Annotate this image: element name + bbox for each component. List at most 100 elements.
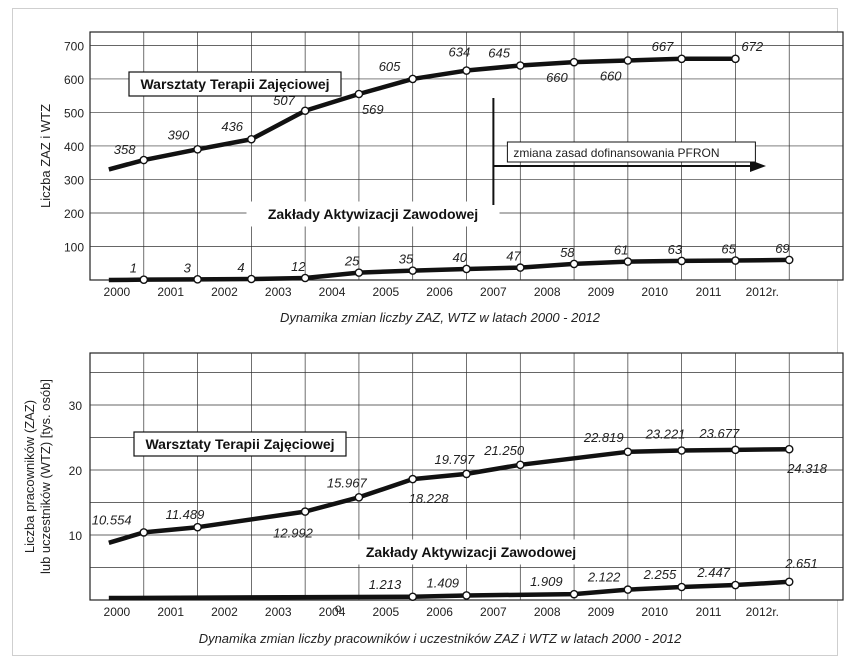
figure-frame: [12, 8, 838, 656]
top-wtz-point: [677, 54, 686, 64]
top-zaz-point: [623, 257, 633, 266]
top-zaz-data-label: 40: [453, 250, 468, 265]
bottom-zaz-data-label: 1.409: [427, 575, 460, 590]
bottom-zaz-legend-label: Zakłady Aktywizacji Zawodowej: [366, 544, 576, 560]
top-y-tick-label: 500: [64, 106, 84, 120]
top-wtz-data-label: 634: [449, 45, 471, 60]
bottom-wtz-point: [408, 474, 418, 484]
bottom-wtz-point: [677, 446, 686, 455]
top-x-tick-label: 2008: [534, 285, 561, 299]
bottom-x-tick-label: 2009: [588, 605, 615, 619]
bottom-wtz-data-label: 19.797: [435, 452, 476, 467]
pfron-note-label: zmiana zasad dofinansowania PFRON: [513, 146, 719, 160]
bottom-wtz-data-label: 24.318: [786, 461, 828, 476]
top-x-tick-label: 2004: [319, 285, 346, 299]
top-chart-caption: Dynamika zmian liczby ZAZ, WTZ w latach …: [280, 310, 601, 325]
bottom-zaz-data-label: 2.651: [784, 556, 818, 571]
bottom-wtz-point: [462, 469, 471, 479]
top-zaz-point: [300, 273, 310, 283]
top-zaz-point: [569, 259, 579, 269]
top-zaz-series-line: [108, 257, 790, 283]
bottom-zaz-point: [408, 592, 418, 602]
bottom-x-tick-label: 2000: [104, 605, 131, 619]
bottom-zaz-data-label: 1.909: [530, 574, 563, 589]
bottom-zaz-point: [784, 577, 794, 587]
top-zaz-point: [784, 255, 794, 265]
bottom-y-tick-label: 10: [69, 529, 83, 543]
bottom-chart-caption: Dynamika zmian liczby pracowników i ucze…: [199, 631, 682, 646]
top-zaz-point: [139, 275, 149, 284]
top-zaz-data-label: 61: [614, 243, 628, 258]
top-zaz-legend-box: [246, 201, 500, 227]
top-zaz-data-label: 3: [184, 260, 192, 275]
bottom-zaz-point: [569, 589, 579, 599]
bottom-zaz-series-line: [108, 579, 790, 601]
bottom-x-tick-label: 2011: [696, 605, 722, 619]
bottom-wtz-point: [354, 492, 364, 502]
bottom-wtz-data-label: 10.554: [92, 512, 132, 527]
bottom-wtz-legend-box: [133, 431, 347, 457]
top-zaz-point: [408, 266, 418, 275]
bottom-x-tick-label: 2012r.: [746, 605, 779, 619]
top-wtz-point: [300, 106, 310, 116]
bottom-wtz-data-label: 15.967: [327, 475, 368, 490]
top-y-axis-label: Liczba ZAZ i WTZ: [38, 104, 53, 208]
bottom-x-tick-label: 2004: [319, 605, 346, 619]
bottom-x-tick-label: 2003: [265, 605, 292, 619]
top-zaz-point: [731, 256, 740, 265]
top-x-tick-label: 2003: [265, 285, 292, 299]
bottom-y-axis-label-line2: lub uczestników (WTZ) [tys. osób]: [38, 379, 53, 574]
bottom-x-tick-label: 2002: [211, 605, 238, 619]
top-wtz-data-label: 390: [168, 127, 190, 142]
bottom-x-tick-label: 2007: [480, 605, 507, 619]
top-zaz-point: [462, 264, 471, 274]
top-wtz-point: [569, 57, 579, 67]
bottom-wtz-point: [731, 445, 740, 455]
top-wtz-point: [193, 144, 202, 154]
bottom-wtz-data-label: 12.992: [273, 526, 314, 541]
bottom-y-tick-label: 30: [69, 399, 83, 413]
top-zaz-legend-label: Zakłady Aktywizacji Zawodowej: [268, 206, 478, 222]
top-y-tick-label: 200: [64, 207, 84, 221]
top-zaz-data-label: 63: [668, 242, 683, 257]
top-x-tick-label: 2002: [211, 285, 238, 299]
top-wtz-legend-label: Warsztaty Terapii Zajęciowej: [140, 76, 329, 92]
top-x-tick-label: 2010: [641, 285, 668, 299]
top-wtz-data-label: 672: [741, 39, 763, 54]
top-zaz-data-label: 4: [237, 260, 244, 275]
top-wtz-point: [354, 89, 364, 99]
bottom-wtz-point: [784, 444, 794, 454]
top-zaz-data-label: 12: [291, 259, 306, 274]
top-wtz-data-label: 660: [600, 68, 622, 83]
top-y-tick-label: 600: [64, 73, 84, 87]
bottom-zaz-data-label: 2.255: [643, 567, 677, 582]
top-y-tick-label: 300: [64, 173, 84, 187]
pfron-arrow-head: [750, 160, 766, 172]
top-wtz-data-label: 667: [652, 39, 674, 54]
top-wtz-data-label: 645: [488, 46, 510, 61]
bottom-zaz-point: [623, 585, 633, 594]
top-x-tick-label: 2011: [696, 285, 722, 299]
top-y-tick-label: 700: [64, 39, 84, 53]
top-wtz-point: [247, 134, 256, 144]
top-zaz-data-label: 69: [775, 241, 789, 256]
bottom-y-tick-label: 20: [69, 464, 83, 478]
top-zaz-point: [515, 263, 525, 272]
top-chart: 100 200 300 400 500 600 700 2000 2001 2002 2003 200…: [38, 31, 844, 325]
bottom-zaz-point: [677, 582, 686, 592]
pfron-note-box: [506, 141, 756, 163]
bottom-zaz-data-label: 1.213: [369, 577, 402, 592]
top-wtz-legend-box: [128, 71, 342, 97]
bottom-zaz-data-label: 2.447: [696, 565, 730, 580]
top-x-tick-label: 2007: [480, 285, 507, 299]
top-y-tick-label: 100: [64, 240, 84, 254]
bottom-wtz-point: [300, 507, 310, 516]
bottom-wtz-data-label: 22.819: [583, 430, 624, 445]
top-wtz-point: [408, 74, 418, 84]
top-zaz-data-label: 65: [721, 242, 736, 257]
bottom-wtz-data-label: 23.221: [645, 427, 686, 442]
top-zaz-data-label: 47: [506, 249, 521, 264]
top-zaz-data-label: 35: [399, 252, 414, 267]
bottom-wtz-point: [623, 447, 633, 457]
